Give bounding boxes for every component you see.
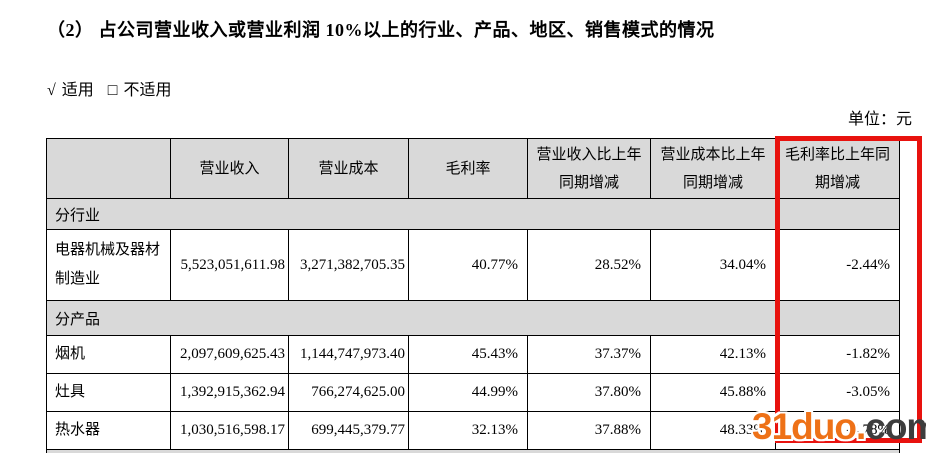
not-applicable-label: 不适用 — [123, 82, 172, 99]
cell-margin-yoy: -2.44% — [775, 229, 900, 301]
cell-revenue-yoy: 28.52% — [527, 229, 651, 301]
cell-cost-yoy: 34.04% — [650, 229, 776, 301]
not-applicable-check-mark: □ — [107, 82, 118, 99]
table-row-range-hood: 烟机 2,097,609,625.43 1,144,747,973.40 45.… — [46, 335, 900, 374]
table-header-row: 营业收入 营业成本 毛利率 营业收入比上年同期增减 营业成本比上年同期增减 毛利… — [46, 138, 900, 199]
cell-gross-margin: 44.99% — [408, 373, 528, 412]
cell-revenue-yoy: 37.88% — [527, 411, 651, 450]
watermark-secondary-text: com — [865, 406, 926, 447]
cell-revenue: 1,030,516,598.17 — [170, 411, 289, 450]
column-header-revenue: 营业收入 — [170, 138, 289, 199]
financial-table: 营业收入 营业成本 毛利率 营业收入比上年同期增减 营业成本比上年同期增减 毛利… — [46, 138, 900, 453]
row-label: 电器机械及器材制造业 — [46, 229, 171, 301]
table-row-partial — [46, 449, 900, 453]
cell-gross-margin: 32.13% — [408, 411, 528, 450]
table-row-water-heater: 热水器 1,030,516,598.17 699,445,379.77 32.1… — [46, 411, 900, 450]
cell-revenue: 1,392,915,362.94 — [170, 373, 289, 412]
cell-cost: 1,144,747,973.40 — [288, 335, 409, 374]
cell-revenue-yoy: 37.80% — [527, 373, 651, 412]
section-label: 分行业 — [46, 198, 900, 230]
cell-gross-margin: 45.43% — [408, 335, 528, 374]
watermark: 31duo.com — [752, 406, 926, 448]
partial-row-cell — [46, 449, 900, 453]
cell-gross-margin: 40.77% — [408, 229, 528, 301]
column-header-blank — [46, 138, 171, 199]
cell-cost: 699,445,379.77 — [288, 411, 409, 450]
column-header-cost-yoy: 营业成本比上年同期增减 — [650, 138, 776, 199]
cell-cost: 766,274,625.00 — [288, 373, 409, 412]
cell-cost-yoy: 42.13% — [650, 335, 776, 374]
cell-cost-yoy: 48.33% — [650, 411, 776, 450]
section-row-by-product: 分产品 — [46, 300, 900, 336]
column-header-cost: 营业成本 — [288, 138, 409, 199]
table-row-industry-electrical: 电器机械及器材制造业 5,523,051,611.98 3,271,382,70… — [46, 229, 900, 301]
column-header-revenue-yoy: 营业收入比上年同期增减 — [527, 138, 651, 199]
watermark-primary-text: 31duo. — [752, 406, 866, 447]
section-row-by-industry: 分行业 — [46, 198, 900, 230]
cell-revenue: 5,523,051,611.98 — [170, 229, 289, 301]
cell-revenue: 2,097,609,625.43 — [170, 335, 289, 374]
row-label: 热水器 — [46, 411, 171, 450]
row-label: 烟机 — [46, 335, 171, 374]
column-header-margin-yoy: 毛利率比上年同期增减 — [775, 138, 900, 199]
page-title: （2） 占公司营业收入或营业利润 10%以上的行业、产品、地区、销售模式的情况 — [47, 20, 715, 40]
applicable-label: 适用 — [61, 82, 94, 99]
unit-label: 单位：元 — [847, 111, 912, 128]
column-header-gross-margin: 毛利率 — [408, 138, 528, 199]
cell-margin-yoy: -1.82% — [775, 335, 900, 374]
applicability-line: √ 适用 □ 不适用 — [47, 76, 171, 100]
cell-margin-yoy: -4.78% — [775, 411, 900, 450]
section-label: 分产品 — [46, 300, 900, 336]
cell-cost: 3,271,382,705.35 — [288, 229, 409, 301]
row-label: 灶具 — [46, 373, 171, 412]
cell-revenue-yoy: 37.37% — [527, 335, 651, 374]
cell-margin-yoy: -3.05% — [775, 373, 900, 412]
cell-cost-yoy: 45.88% — [650, 373, 776, 412]
applicable-check-mark: √ — [47, 82, 56, 99]
